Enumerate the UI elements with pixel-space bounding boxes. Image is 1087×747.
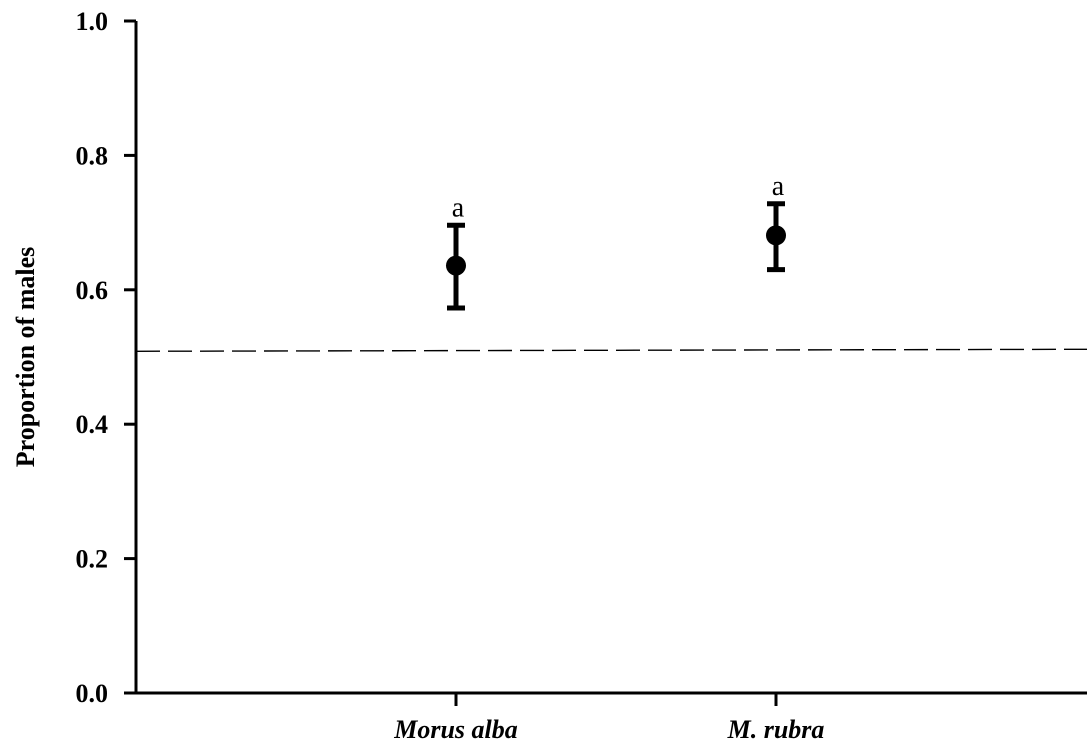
- y-tick-label: 0.4: [76, 410, 109, 439]
- data-point: [766, 225, 786, 246]
- y-tick-label: 1.0: [76, 7, 109, 36]
- reference-line: [135, 348, 1087, 352]
- y-tick-label: 0.2: [76, 545, 109, 574]
- y-tick-label: 0.6: [76, 276, 109, 305]
- y-tick-label: 0.0: [76, 679, 109, 708]
- x-category-label: M. rubra: [727, 715, 825, 744]
- x-category-label: Morus alba: [393, 715, 518, 744]
- y-axis-title: Proportion of males: [11, 247, 40, 468]
- point-annotation: a: [452, 192, 465, 223]
- y-tick-label: 0.8: [76, 141, 109, 170]
- point-annotation: a: [772, 171, 785, 202]
- data-point: [446, 255, 466, 276]
- plot-area: 0.0 0.2 0.4 0.6 0.8 1.0 Morus alba M. rubra a a: [76, 7, 1087, 744]
